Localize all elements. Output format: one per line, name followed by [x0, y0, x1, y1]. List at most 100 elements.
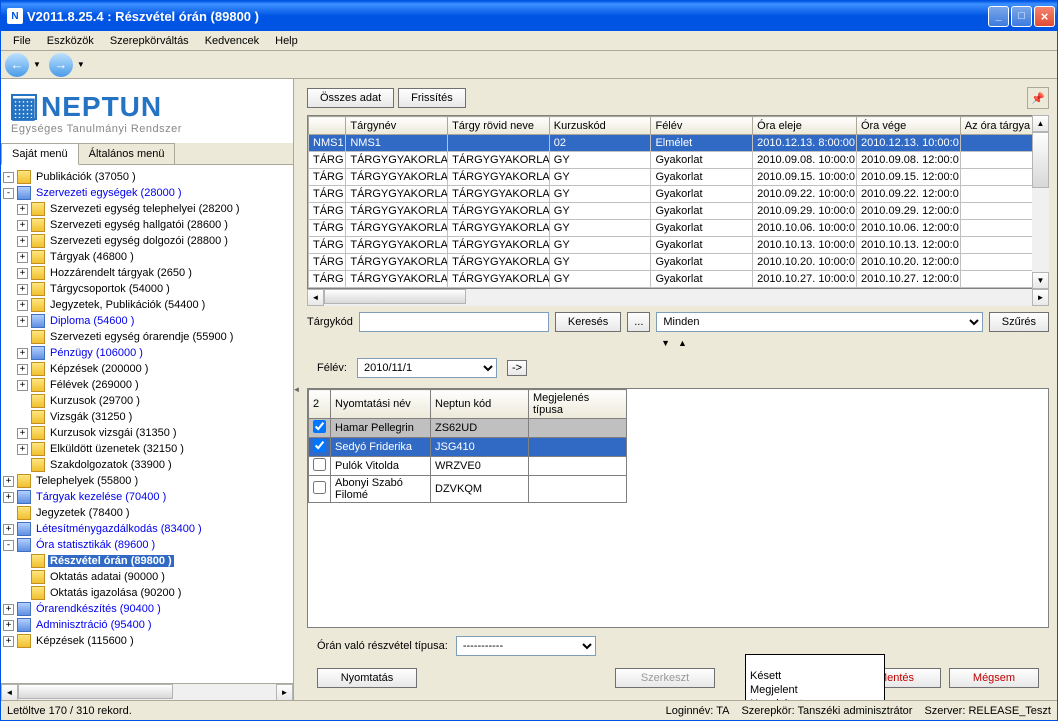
tree-label[interactable]: Oktatás adatai (90000 ): [48, 571, 167, 583]
tree-label[interactable]: Óra statisztikák (89600 ): [34, 539, 157, 551]
pin-icon[interactable]: 📌: [1027, 87, 1049, 109]
panel-collapse-arrows[interactable]: ▼▲: [307, 338, 1049, 348]
tree-toggle[interactable]: +: [3, 620, 14, 631]
dropdown-option[interactable]: Megjelent: [746, 683, 884, 697]
scroll-right-button[interactable]: ►: [276, 684, 293, 700]
tree-label[interactable]: Szervezeti egység telephelyei (28200 ): [48, 203, 242, 215]
grid-header[interactable]: Megjelenés típusa: [529, 390, 627, 419]
nav-back-dropdown[interactable]: ▼: [33, 60, 41, 69]
tree-node[interactable]: +Adminisztráció (95400 ): [3, 617, 291, 633]
tree-toggle[interactable]: +: [17, 316, 28, 327]
grid-row[interactable]: TÁRGTÁRGYGYAKORLATÁRGYGYAKORLAGYGyakorla…: [309, 237, 1048, 254]
tab-own-menu[interactable]: Saját menü: [1, 143, 79, 165]
tree-node[interactable]: +Szervezeti egység telephelyei (28200 ): [3, 201, 291, 217]
tree-label[interactable]: Diploma (54600 ): [48, 315, 136, 327]
tree-toggle[interactable]: +: [17, 348, 28, 359]
grid-header[interactable]: Nyomtatási név: [331, 390, 431, 419]
tree-toggle[interactable]: +: [17, 220, 28, 231]
tree-node[interactable]: Szakdolgozatok (33900 ): [3, 457, 291, 473]
grid-header[interactable]: [309, 117, 346, 135]
grid-row[interactable]: TÁRGTÁRGYGYAKORLATÁRGYGYAKORLAGYGyakorla…: [309, 271, 1048, 288]
tree-node[interactable]: + Órarendkészítés (90400 ): [3, 601, 291, 617]
tree-toggle[interactable]: +: [17, 380, 28, 391]
tree-label[interactable]: Szervezeti egység hallgatói (28600 ): [48, 219, 230, 231]
row-checkbox[interactable]: [313, 458, 326, 471]
attendance-type-combo[interactable]: -----------: [456, 636, 596, 656]
tree-node[interactable]: Oktatás adatai (90000 ): [3, 569, 291, 585]
tree-toggle[interactable]: +: [17, 428, 28, 439]
tree-toggle[interactable]: -: [3, 188, 14, 199]
tree-node[interactable]: + Elküldött üzenetek (32150 ): [3, 441, 291, 457]
grid-header[interactable]: Neptun kód: [431, 390, 529, 419]
tree-toggle[interactable]: +: [17, 364, 28, 375]
tree-label[interactable]: Kurzusok (29700 ): [48, 395, 142, 407]
tree-node[interactable]: + Tárgyak (46800 ): [3, 249, 291, 265]
tree-node[interactable]: Jegyzetek (78400 ): [3, 505, 291, 521]
tree-node[interactable]: + Szervezeti egység dolgozói (28800 ): [3, 233, 291, 249]
refresh-button[interactable]: Frissítés: [398, 88, 466, 108]
tree-node[interactable]: Részvétel órán (89800 ): [3, 553, 291, 569]
tree-label[interactable]: Tárgyak kezelése (70400 ): [34, 491, 168, 503]
nav-forward-dropdown[interactable]: ▼: [77, 60, 85, 69]
filter-combo[interactable]: Minden: [656, 312, 982, 332]
tree-label[interactable]: Telephelyek (55800 ): [34, 475, 140, 487]
tree-node[interactable]: +Telephelyek (55800 ): [3, 473, 291, 489]
grid-header[interactable]: Tárgynév: [346, 117, 448, 135]
search-input[interactable]: [359, 312, 549, 332]
tree-node[interactable]: Szervezeti egység órarendje (55900 ): [3, 329, 291, 345]
tree-toggle[interactable]: +: [17, 268, 28, 279]
menu-file[interactable]: File: [5, 33, 39, 49]
search-button[interactable]: Keresés: [555, 312, 621, 332]
tree-toggle[interactable]: +: [17, 252, 28, 263]
browse-button[interactable]: ...: [627, 312, 650, 332]
tree-label[interactable]: Szervezeti egységek (28000 ): [34, 187, 184, 199]
grid-hscroll-thumb[interactable]: [324, 289, 466, 304]
tree-node[interactable]: Kurzusok (29700 ): [3, 393, 291, 409]
grid-header[interactable]: Óra vége: [856, 117, 960, 135]
dropdown-option[interactable]: [746, 655, 884, 669]
nav-tree[interactable]: -Publikációk (37050 ) - Szervezeti egysége…: [1, 165, 293, 683]
tree-toggle[interactable]: +: [17, 236, 28, 247]
tree-label[interactable]: Képzések (115600 ): [34, 635, 136, 647]
tree-label[interactable]: Tárgyak (46800 ): [48, 251, 136, 263]
scroll-left-button[interactable]: ◄: [1, 684, 18, 700]
nav-forward-button[interactable]: →: [49, 53, 73, 77]
tree-node[interactable]: -Publikációk (37050 ): [3, 169, 291, 185]
grid-header[interactable]: Óra eleje: [753, 117, 857, 135]
tree-label[interactable]: Tárgycsoportok (54000 ): [48, 283, 172, 295]
tree-node[interactable]: +Tárgycsoportok (54000 ): [3, 281, 291, 297]
grid-row[interactable]: Pulók VitoldaWRZVE0: [309, 457, 627, 476]
tree-label[interactable]: Kurzusok vizsgái (31350 ): [48, 427, 179, 439]
scroll-thumb[interactable]: [18, 684, 173, 699]
grid-row[interactable]: Hamar PellegrinZS62UD: [309, 419, 627, 438]
attendance-dropdown-list[interactable]: KésettMegjelentNem jelent meg: [745, 654, 885, 700]
tree-node[interactable]: +Tárgyak kezelése (70400 ): [3, 489, 291, 505]
tree-node[interactable]: +Hozzárendelt tárgyak (2650 ): [3, 265, 291, 281]
tree-label[interactable]: Jegyzetek (78400 ): [34, 507, 132, 519]
row-checkbox[interactable]: [313, 481, 326, 494]
tree-node[interactable]: + Szervezeti egység hallgatói (28600 ): [3, 217, 291, 233]
grid-scroll-left[interactable]: ◄: [307, 289, 324, 306]
semester-go-button[interactable]: ->: [507, 360, 527, 376]
grid-row[interactable]: Sedyó FriderikaJSG410: [309, 438, 627, 457]
semester-combo[interactable]: 2010/11/1: [357, 358, 497, 378]
tree-toggle[interactable]: +: [3, 636, 14, 647]
tree-node[interactable]: +Félévek (269000 ): [3, 377, 291, 393]
grid-row[interactable]: TÁRGTÁRGYGYAKORLATÁRGYGYAKORLAGYGyakorla…: [309, 152, 1048, 169]
maximize-button[interactable]: □: [1011, 6, 1032, 27]
tree-label[interactable]: Elküldött üzenetek (32150 ): [48, 443, 186, 455]
tree-toggle[interactable]: +: [3, 604, 14, 615]
menu-role[interactable]: Szerepkörváltás: [102, 33, 197, 49]
tree-label[interactable]: Részvétel órán (89800 ): [48, 555, 174, 567]
tree-toggle[interactable]: +: [17, 444, 28, 455]
tree-node[interactable]: Oktatás igazolása (90200 ): [3, 585, 291, 601]
grid-vscroll-thumb[interactable]: [1032, 132, 1049, 188]
tree-node[interactable]: -Óra statisztikák (89600 ): [3, 537, 291, 553]
tree-label[interactable]: Órarendkészítés (90400 ): [34, 603, 163, 615]
row-checkbox[interactable]: [313, 420, 326, 433]
tree-label[interactable]: Oktatás igazolása (90200 ): [48, 587, 183, 599]
grid-row[interactable]: TÁRGTÁRGYGYAKORLATÁRGYGYAKORLAGYGyakorla…: [309, 254, 1048, 271]
grid-header[interactable]: Kurzuskód: [549, 117, 651, 135]
tree-label[interactable]: Szervezeti egység dolgozói (28800 ): [48, 235, 230, 247]
grid-scroll-right[interactable]: ►: [1032, 289, 1049, 306]
